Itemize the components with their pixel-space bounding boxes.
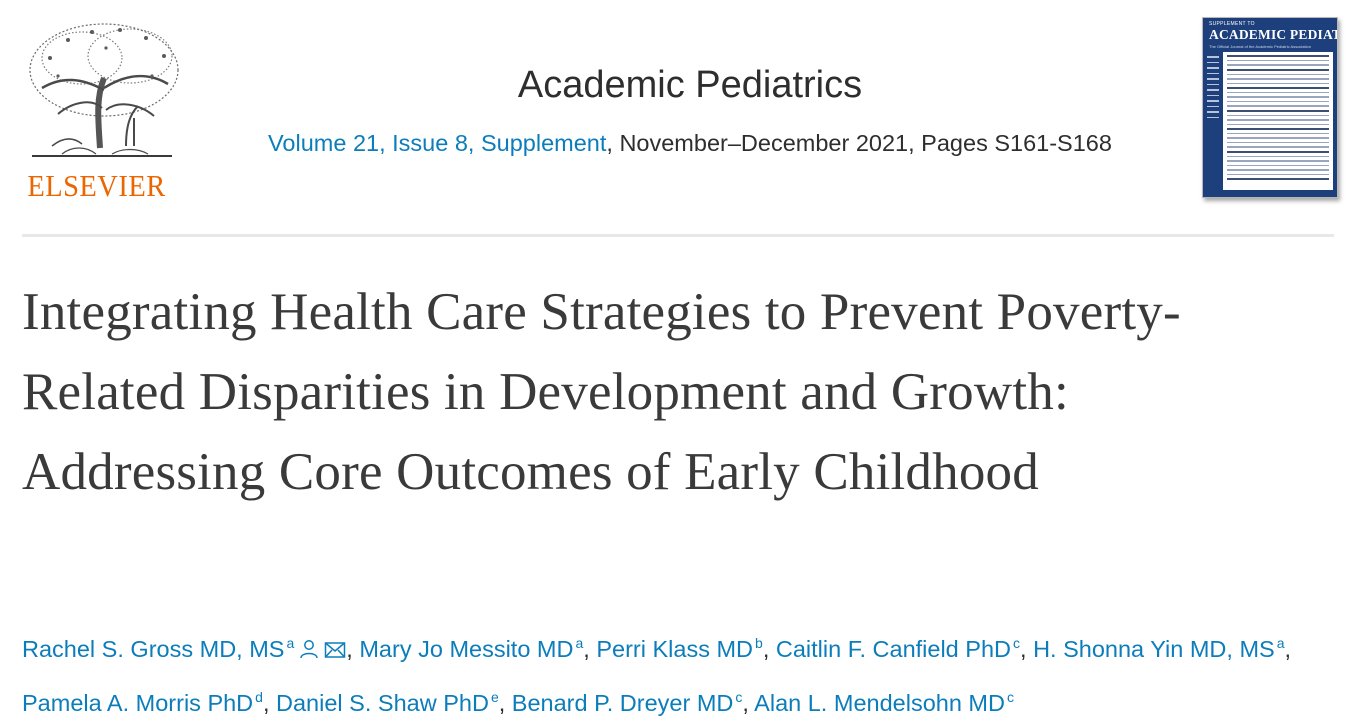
journal-info: Academic Pediatrics Volume 21, Issue 8, … xyxy=(210,60,1170,160)
author-link[interactable]: Rachel S. Gross MD, MS xyxy=(22,636,285,662)
author-link[interactable]: Perri Klass MD xyxy=(596,636,754,662)
cover-top-text: SUPPLEMENT TO xyxy=(1209,21,1255,27)
affiliation-marker[interactable]: a xyxy=(1276,635,1285,651)
author-link[interactable]: Alan L. Mendelsohn MD xyxy=(754,690,1005,716)
affiliation-marker[interactable]: a xyxy=(575,635,584,651)
cover-sidebar xyxy=(1207,56,1219,122)
author-link[interactable]: Caitlin F. Canfield PhD xyxy=(775,636,1011,662)
author-item: Rachel S. Gross MD, MS a, xyxy=(22,635,359,662)
affiliation-marker[interactable]: c xyxy=(735,689,743,705)
author-link[interactable]: Benard P. Dreyer MD xyxy=(511,690,734,716)
affiliation-marker[interactable]: c xyxy=(1013,635,1020,651)
author-item: H. Shonna Yin MD, MS a, xyxy=(1033,635,1292,662)
elsevier-tree-icon xyxy=(29,23,179,157)
person-icon[interactable] xyxy=(298,628,320,674)
journal-title[interactable]: Academic Pediatrics xyxy=(517,64,863,106)
author-item: Perri Klass MD b, xyxy=(596,635,776,662)
cover-subtitle: The Official Journal of the Academic Ped… xyxy=(1209,44,1311,49)
author-item: Alan L. Mendelsohn MD c xyxy=(754,689,1014,716)
citation-line: Volume 21, Issue 8, Supplement, November… xyxy=(210,126,1170,160)
affiliation-marker[interactable]: a xyxy=(286,635,295,651)
author-item: Caitlin F. Canfield PhD c, xyxy=(775,635,1034,662)
affiliation-marker[interactable]: c xyxy=(1006,689,1014,705)
cover-contents xyxy=(1223,52,1333,190)
citation-details: , November–December 2021, Pages S161-S16… xyxy=(606,130,1112,156)
author-item: Mary Jo Messito MD a, xyxy=(359,635,597,662)
issue-link[interactable]: Volume 21, Issue 8, Supplement xyxy=(268,130,607,156)
envelope-icon[interactable] xyxy=(324,628,346,674)
journal-cover-image[interactable]: SUPPLEMENT TO ACADEMIC PEDIATRICS The Of… xyxy=(1202,17,1338,198)
author-link[interactable]: H. Shonna Yin MD, MS xyxy=(1033,636,1275,662)
publisher-name: ELSEVIER xyxy=(27,168,166,203)
publisher-logo[interactable]: ELSEVIER xyxy=(22,18,184,203)
header-divider xyxy=(22,234,1334,237)
article-header: ELSEVIER Academic Pediatrics Volume 21, … xyxy=(0,0,1372,236)
author-item: Benard P. Dreyer MD c, xyxy=(511,689,755,716)
article-title: Integrating Health Care Strategies to Pr… xyxy=(22,283,1181,501)
affiliation-marker[interactable]: e xyxy=(490,689,499,705)
author-item: Pamela A. Morris PhD d, xyxy=(22,689,277,716)
author-link[interactable]: Pamela A. Morris PhD xyxy=(22,690,254,716)
author-link[interactable]: Daniel S. Shaw PhD xyxy=(276,690,489,716)
affiliation-marker[interactable]: d xyxy=(255,689,263,705)
author-link[interactable]: Mary Jo Messito MD xyxy=(359,636,574,662)
affiliation-marker[interactable]: b xyxy=(755,635,763,651)
author-list: Rachel S. Gross MD, MS a, Mary Jo Messito… xyxy=(22,620,1342,726)
cover-title: ACADEMIC PEDIATRICS xyxy=(1209,27,1337,42)
author-item: Daniel S. Shaw PhD e, xyxy=(276,689,512,716)
